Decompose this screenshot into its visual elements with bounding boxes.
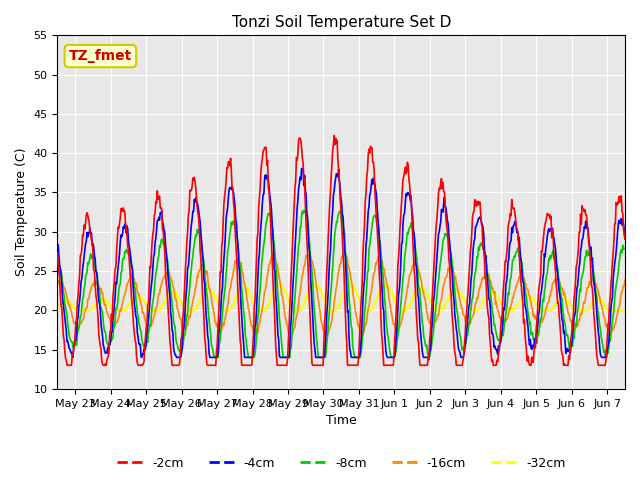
Y-axis label: Soil Temperature (C): Soil Temperature (C) (15, 148, 28, 276)
Text: TZ_fmet: TZ_fmet (68, 49, 132, 63)
Legend: -2cm, -4cm, -8cm, -16cm, -32cm: -2cm, -4cm, -8cm, -16cm, -32cm (112, 452, 570, 475)
Title: Tonzi Soil Temperature Set D: Tonzi Soil Temperature Set D (232, 15, 451, 30)
X-axis label: Time: Time (326, 414, 356, 427)
